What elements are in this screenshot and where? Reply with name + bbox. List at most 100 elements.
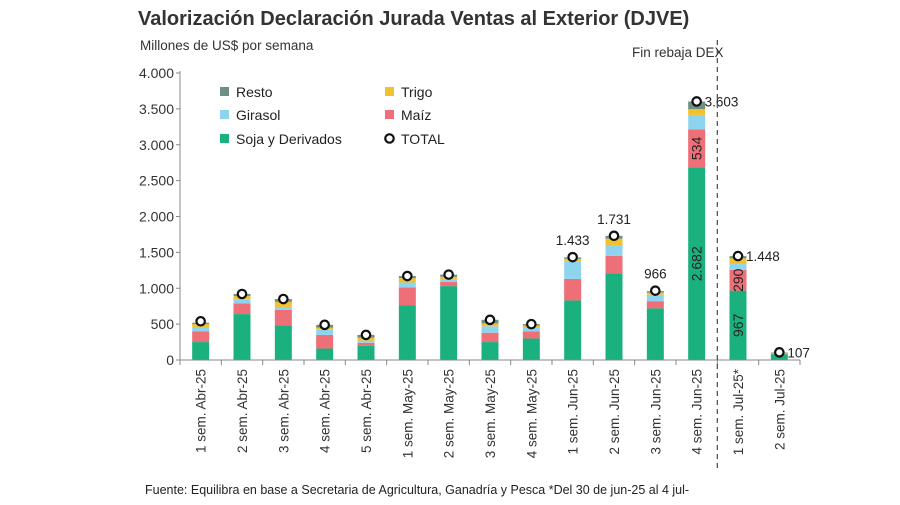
bar-segment — [481, 332, 499, 343]
legend-label: Girasol — [236, 107, 280, 123]
y-tick-label: 4.000 — [139, 65, 174, 81]
legend-swatch — [220, 87, 229, 96]
total-value-label: 966 — [644, 267, 667, 282]
bar-segment — [564, 300, 582, 360]
bar-segment — [646, 308, 664, 360]
bar-segment — [398, 305, 416, 360]
bar-segment — [605, 273, 623, 360]
total-marker — [567, 251, 578, 263]
legend-label: Maíz — [401, 107, 431, 123]
x-tick-label: 5 sem. Abr-25 — [359, 369, 374, 453]
x-tick-label: 1 sem. Abr-25 — [194, 369, 209, 453]
x-tick-label: 1 sem. Jun-25 — [566, 369, 581, 455]
bar-segment — [274, 301, 292, 307]
bar-segment — [316, 334, 334, 349]
y-tick-label: 1.500 — [139, 244, 174, 260]
x-tick-label: 2 sem. Jun-25 — [607, 369, 622, 455]
y-axis: 0 500 1.000 1.500 2.000 2.500 3.000 3.500 4.000 — [139, 65, 181, 368]
bar-segment — [522, 331, 540, 339]
x-tick-label: 2 sem. Abr-25 — [235, 369, 250, 453]
bar-segment — [481, 326, 499, 333]
x-tick-label: 4 sem. Abr-25 — [318, 369, 333, 453]
total-marker — [526, 318, 537, 330]
bar-segment — [357, 340, 375, 343]
bar-segment — [688, 167, 706, 360]
legend-swatch — [385, 87, 394, 96]
total-marker — [732, 250, 744, 262]
y-tick-label: 2.500 — [139, 173, 174, 189]
bar-segment — [564, 278, 582, 301]
bar-segment — [481, 342, 499, 360]
legend-marker — [384, 133, 395, 144]
segment-value-label: 534 — [689, 137, 705, 161]
segment-value-label: 967 — [730, 313, 746, 337]
bar-segment — [605, 255, 623, 274]
bar-segment — [274, 325, 292, 360]
bar-segment — [729, 290, 747, 360]
y-tick-label: 500 — [151, 316, 175, 332]
y-tick-label: 2.000 — [139, 209, 174, 225]
legend: Resto Trigo Girasol Maíz Soja y Derivados TOT… — [220, 84, 445, 147]
bar-segment — [398, 282, 416, 288]
bar-segment — [688, 114, 706, 130]
x-axis: 1 sem. Abr-25 2 sem. Abr-25 3 sem. Abr-25 4… — [179, 359, 801, 458]
bar-segment — [440, 279, 458, 282]
total-marker — [443, 269, 454, 280]
total-marker — [484, 314, 496, 326]
total-value-label: 1.448 — [746, 249, 780, 264]
y-tick-label: 3.500 — [139, 101, 174, 117]
x-tick-label: 4 sem. Jun-25 — [690, 369, 705, 455]
total-marker — [319, 319, 330, 331]
y-tick-label: 0 — [166, 352, 174, 368]
legend-label: Resto — [236, 84, 273, 100]
x-tick-label: 3 sem. Abr-25 — [276, 369, 291, 453]
bar-segment — [646, 301, 664, 309]
legend-swatch — [220, 110, 229, 119]
total-marker — [278, 293, 289, 305]
bar-segment — [233, 314, 251, 360]
legend-swatch — [385, 110, 394, 119]
bar-segment — [688, 129, 706, 168]
x-tick-label: 3 sem. May-25 — [483, 369, 498, 458]
total-value-label: 1.731 — [597, 212, 631, 227]
bar-segment — [440, 281, 458, 287]
bar-segment — [357, 342, 375, 346]
bar-segment — [274, 309, 292, 326]
x-tick-label: 1 sem. May-25 — [400, 369, 415, 458]
x-tick-label: 2 sem. May-25 — [442, 369, 457, 458]
bar-segment — [316, 348, 334, 360]
segment-value-label: 2.682 — [689, 246, 705, 281]
y-tick-label: 1.000 — [139, 280, 174, 296]
bar-segment — [398, 287, 416, 306]
bar-segment — [233, 303, 251, 315]
legend-label: Trigo — [401, 84, 433, 100]
bar-segment — [192, 331, 210, 343]
legend-swatch — [220, 134, 229, 143]
bar-segment — [316, 329, 334, 335]
segment-value-label: 290 — [730, 268, 746, 292]
total-marker — [774, 347, 785, 358]
x-tick-label: 2 sem. Jul-25 — [772, 369, 787, 450]
bar-segment — [605, 245, 623, 256]
dex-annotation: Fin rebaja DEX — [632, 45, 724, 60]
x-tick-label: 4 sem. May-25 — [524, 369, 539, 458]
x-tick-label: 1 sem. Jul-25* — [731, 368, 746, 455]
y-tick-label: 3.000 — [139, 137, 174, 153]
bar-segment — [729, 264, 747, 270]
total-marker — [236, 288, 248, 300]
total-value-label: 107 — [787, 345, 810, 360]
chart-title: Valorización Declaración Jurada Ventas a… — [138, 8, 689, 30]
source-note: Fuente: Equilibra en base a Secretaria d… — [145, 483, 689, 497]
total-marker — [608, 230, 620, 242]
bar-segment — [564, 261, 582, 279]
total-marker — [195, 315, 206, 327]
bar-segment — [274, 306, 292, 310]
bar-segment — [522, 338, 540, 360]
bar-segment — [440, 286, 458, 360]
x-tick-label: 3 sem. Jun-25 — [648, 369, 663, 455]
legend-label: TOTAL — [401, 131, 445, 147]
total-value-label: 1.433 — [556, 233, 590, 248]
bars: 2.682 534 967 290 1.433 1.731 966 3.603 1.448 107 — [192, 94, 810, 360]
bar-segment — [688, 109, 706, 115]
